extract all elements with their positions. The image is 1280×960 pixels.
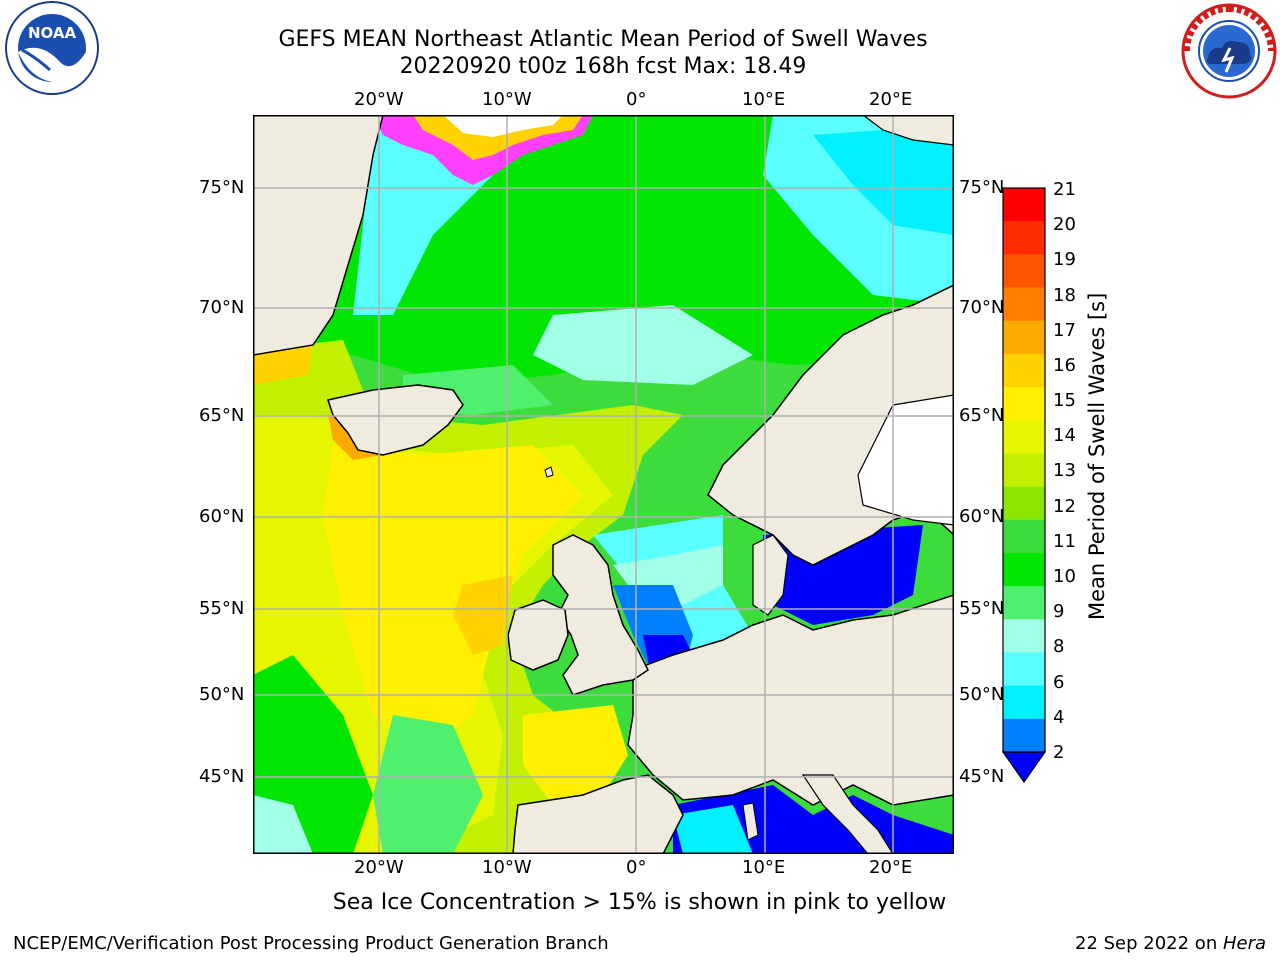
colorbar-segment (1003, 586, 1045, 620)
colorbar-segment (1003, 254, 1045, 289)
land-iceland (327, 384, 464, 456)
zone-southwest-lightgreen (373, 715, 483, 854)
colorbar-segment (1003, 519, 1045, 554)
lat-label-right-70n: 70°N (959, 297, 1005, 318)
bothnia-no-data (857, 394, 954, 526)
land-continental-europe (627, 594, 954, 806)
footer-credit: NCEP/EMC/Verification Post Processing Pr… (13, 933, 609, 954)
lon-label-bottom-20e: 20°E (869, 857, 913, 878)
colorbar-tick: 15 (1053, 390, 1076, 411)
colorbar (1001, 187, 1047, 784)
map-subtitle: 20220920 t00z 168h fcst Max: 18.49 (399, 54, 807, 79)
land-iberia (512, 774, 684, 854)
zone-barents-deep-cyan (813, 125, 954, 235)
zone-southwest-aqua (253, 795, 313, 854)
colorbar-tick: 19 (1053, 249, 1076, 270)
lon-label-bottom-0: 0° (626, 857, 647, 878)
colorbar-segment (1003, 320, 1045, 355)
colorbar-segment (1003, 221, 1045, 255)
lon-label-top-0: 0° (626, 89, 647, 110)
lon-label-top-10e: 10°E (742, 89, 786, 110)
footer-date: 22 Sep 2022 on Hera (1075, 933, 1266, 954)
lat-label-right-55n: 55°N (959, 598, 1005, 619)
colorbar-tick: 13 (1053, 460, 1076, 481)
colorbar-segment (1003, 188, 1045, 222)
sea-ice-white (443, 115, 563, 137)
colorbar-tick: 11 (1053, 531, 1076, 552)
land-corsica-sardinia (742, 802, 759, 841)
land-italy (801, 774, 894, 854)
colorbar-extend-triangle (1001, 751, 1047, 784)
lat-label-right-45n: 45°N (959, 766, 1005, 787)
colorbar-segment (1003, 685, 1045, 720)
swell-period-map (253, 115, 954, 854)
lat-label-left-55n: 55°N (199, 598, 245, 619)
colorbar-segment (1003, 453, 1045, 488)
lon-label-bottom-20w: 20°W (354, 857, 404, 878)
lat-label-left-60n: 60°N (199, 506, 245, 527)
lat-label-right-75n: 75°N (959, 177, 1005, 198)
lat-label-left-45n: 45°N (199, 766, 245, 787)
zone-biscay-yellow (523, 705, 628, 805)
lat-label-right-60n: 60°N (959, 506, 1005, 527)
colorbar-tick: 17 (1053, 320, 1076, 341)
colorbar-tick: 14 (1053, 425, 1076, 446)
colorbar-tick: 2 (1053, 742, 1065, 763)
land-faroe (544, 466, 554, 478)
land-ireland (507, 599, 569, 671)
lat-label-left-65n: 65°N (199, 405, 245, 426)
colorbar-label: Mean Period of Swell Waves [s] (1085, 292, 1109, 620)
lat-label-left-75n: 75°N (199, 177, 245, 198)
colorbar-tick: 16 (1053, 355, 1076, 376)
colorbar-segment (1003, 718, 1045, 753)
colorbar-segment (1003, 619, 1045, 653)
colorbar-segment (1003, 552, 1045, 587)
sea-ice-note: Sea Ice Concentration > 15% is shown in … (332, 890, 947, 915)
lat-label-left-70n: 70°N (199, 297, 245, 318)
colorbar-segment (1003, 420, 1045, 454)
lon-label-top-10w: 10°W (482, 89, 532, 110)
lat-label-right-50n: 50°N (959, 684, 1005, 705)
colorbar-tick: 6 (1053, 672, 1065, 693)
colorbar-tick: 8 (1053, 636, 1065, 657)
colorbar-segment (1003, 486, 1045, 521)
colorbar-segment (1003, 353, 1045, 388)
noaa-logo: NOAA (5, 1, 99, 95)
land-denmark (752, 534, 789, 616)
lon-label-bottom-10e: 10°E (742, 857, 786, 878)
zone-atlantic-yellow (323, 445, 583, 755)
svg-text:NOAA: NOAA (28, 24, 77, 42)
graticule (253, 115, 954, 854)
lon-label-top-20w: 20°W (354, 89, 404, 110)
colorbar-tick: 9 (1053, 601, 1065, 622)
nws-logo (1181, 3, 1277, 99)
map-title: GEFS MEAN Northeast Atlantic Mean Period… (278, 27, 928, 52)
colorbar-tick: 12 (1053, 496, 1076, 517)
colorbar-tick: 21 (1053, 179, 1076, 200)
lon-label-top-20e: 20°E (869, 89, 913, 110)
colorbar-segment (1003, 387, 1045, 421)
land-svalbard (862, 115, 954, 146)
lat-label-right-65n: 65°N (959, 405, 1005, 426)
colorbar-tick: 4 (1053, 707, 1065, 728)
lat-label-left-50n: 50°N (199, 684, 245, 705)
colorbar-frame (1002, 187, 1046, 753)
colorbar-segment (1003, 287, 1045, 322)
colorbar-tick: 18 (1053, 285, 1076, 306)
colorbar-segments (1003, 188, 1045, 753)
zone-mediterranean-cyan (673, 805, 753, 854)
zone-atlantic-gold (453, 575, 513, 655)
footer-host: Hera (1222, 933, 1266, 954)
lon-label-bottom-10w: 10°W (482, 857, 532, 878)
zone-norwegian-sea-aqua (533, 305, 753, 385)
map-frame (253, 115, 954, 854)
footer-date-text: 22 Sep 2022 on (1075, 933, 1223, 954)
colorbar-segment (1003, 652, 1045, 687)
colorbar-tick: 10 (1053, 566, 1076, 587)
colorbar-tick: 20 (1053, 214, 1076, 235)
